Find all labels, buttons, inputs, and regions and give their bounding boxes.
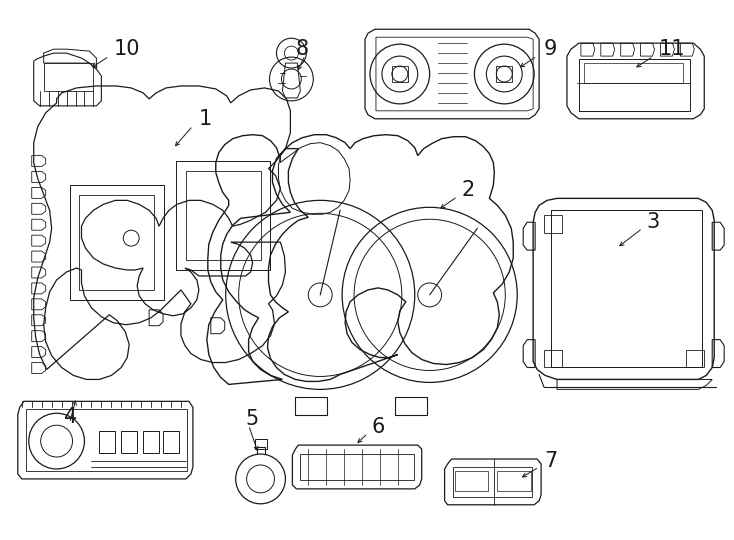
- Bar: [79, 195, 154, 290]
- Bar: [551, 210, 702, 368]
- Text: 7: 7: [544, 451, 557, 471]
- Bar: [584, 63, 683, 83]
- Text: 10: 10: [113, 39, 139, 59]
- Text: 3: 3: [647, 212, 660, 232]
- Bar: [99, 431, 115, 453]
- Bar: [176, 160, 271, 270]
- Bar: [300, 454, 414, 480]
- Text: 6: 6: [372, 417, 385, 437]
- Bar: [579, 59, 691, 111]
- Bar: [163, 431, 179, 453]
- Text: 2: 2: [462, 180, 475, 200]
- Bar: [395, 397, 426, 415]
- Bar: [143, 431, 159, 453]
- Bar: [686, 349, 704, 368]
- Bar: [544, 349, 562, 368]
- Bar: [186, 171, 261, 260]
- Bar: [544, 215, 562, 233]
- Bar: [295, 397, 327, 415]
- Text: 5: 5: [246, 409, 259, 429]
- Bar: [496, 66, 512, 82]
- Text: 8: 8: [295, 39, 308, 59]
- Text: 1: 1: [199, 109, 212, 129]
- Bar: [453, 467, 532, 497]
- Text: 11: 11: [658, 39, 685, 59]
- Bar: [26, 409, 187, 471]
- Bar: [121, 431, 137, 453]
- Bar: [43, 63, 93, 91]
- Text: 4: 4: [64, 407, 77, 427]
- Bar: [255, 439, 266, 449]
- Text: 9: 9: [544, 39, 557, 59]
- Bar: [498, 471, 531, 491]
- Bar: [454, 471, 488, 491]
- Bar: [70, 185, 164, 300]
- Bar: [392, 66, 408, 82]
